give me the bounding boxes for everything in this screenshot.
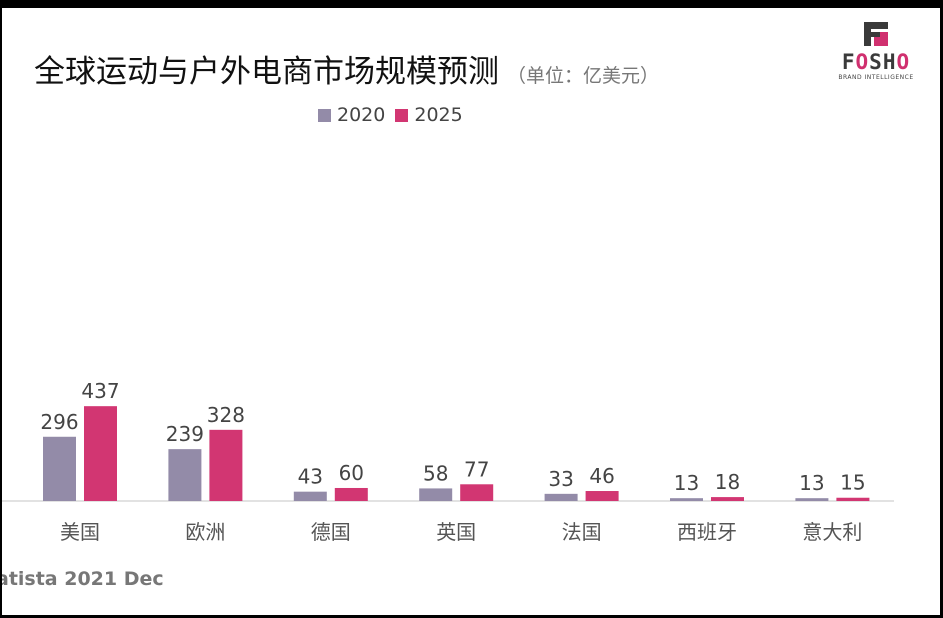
legend-item-2020: 2020 xyxy=(318,104,385,126)
data-label: 239 xyxy=(166,422,204,446)
bar-2020 xyxy=(43,436,76,501)
bar-2025 xyxy=(836,497,870,501)
data-label: 58 xyxy=(423,461,448,485)
legend: 2020 2025 xyxy=(318,104,463,126)
title-text: 全球运动与户外电商市场规模预测 xyxy=(34,54,499,90)
chart-title: 全球运动与户外电商市场规模预测 （单位：亿美元） xyxy=(34,46,659,91)
source-note: atista 2021 Dec xyxy=(2,568,164,590)
data-label: 33 xyxy=(548,467,573,491)
legend-swatch xyxy=(395,109,409,122)
x-tick-label: 意大利 xyxy=(802,520,862,544)
data-label: 13 xyxy=(799,471,824,495)
data-label: 328 xyxy=(207,403,245,427)
x-tick-label: 美国 xyxy=(60,520,100,544)
legend-label: 2020 xyxy=(337,104,386,126)
bar-2025 xyxy=(209,429,243,501)
bar-2025 xyxy=(84,406,117,501)
bar-2025 xyxy=(334,487,368,501)
bar-2020 xyxy=(168,449,202,501)
legend-item-2025: 2025 xyxy=(395,104,463,126)
bar-2025 xyxy=(585,491,619,501)
bar-2025 xyxy=(460,484,494,501)
data-label: 13 xyxy=(674,471,699,495)
x-tick-label: 法国 xyxy=(562,520,602,544)
x-tick-label: 英国 xyxy=(436,520,476,544)
legend-label: 2025 xyxy=(414,104,463,126)
x-tick-label: 欧洲 xyxy=(185,520,225,544)
logo-mark-icon xyxy=(864,22,888,46)
data-label: 437 xyxy=(81,379,119,403)
bar-2020 xyxy=(544,493,578,501)
bar-2020 xyxy=(670,498,703,501)
logo-tagline: BRAND INTELLIGENCE xyxy=(838,74,914,81)
chart-slide: 全球运动与户外电商市场规模预测 （单位：亿美元） 2020 2025 FOSHO … xyxy=(2,8,940,615)
bar-2020 xyxy=(419,488,453,501)
unit-label: （单位：亿美元） xyxy=(507,65,660,87)
x-tick-label: 德国 xyxy=(311,520,351,544)
bar-2025 xyxy=(711,497,744,501)
data-label: 77 xyxy=(464,457,489,481)
data-label: 296 xyxy=(40,410,78,434)
bar-2020 xyxy=(293,491,327,501)
legend-swatch xyxy=(318,109,331,122)
data-label: 46 xyxy=(589,464,614,488)
data-label: 18 xyxy=(715,470,740,494)
data-label: 43 xyxy=(298,465,323,489)
logo-wordmark: FOSHO xyxy=(841,50,911,74)
bar-2020 xyxy=(795,498,829,501)
data-label: 15 xyxy=(840,471,865,495)
fosho-logo: FOSHO BRAND INTELLIGENCE xyxy=(828,22,924,81)
x-tick-label: 西班牙 xyxy=(677,520,737,544)
data-label: 60 xyxy=(339,461,364,485)
